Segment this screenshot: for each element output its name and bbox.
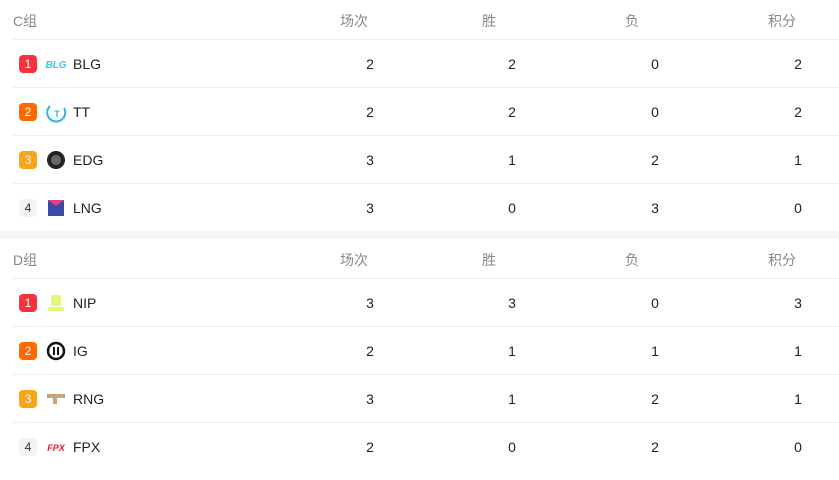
ig-logo	[44, 339, 68, 363]
column-header: 积分	[768, 252, 796, 268]
wins: 0	[508, 439, 516, 455]
points: 2	[794, 104, 802, 120]
blg-logo: BLG	[44, 52, 68, 76]
losses: 0	[651, 104, 659, 120]
wins: 1	[508, 343, 516, 359]
wins: 0	[508, 200, 516, 216]
points: 1	[794, 391, 802, 407]
played: 2	[366, 104, 374, 120]
team-name[interactable]: RNG	[73, 391, 105, 407]
points: 3	[794, 295, 802, 311]
points: 0	[794, 439, 802, 455]
rank-badge: 1	[19, 294, 37, 312]
table-row[interactable]: 3 EDG 3 1 2 1	[13, 135, 839, 183]
svg-text:BLG: BLG	[45, 60, 66, 71]
team-name[interactable]: NIP	[73, 295, 97, 311]
wins: 1	[508, 391, 516, 407]
group-separator	[0, 231, 839, 239]
points: 1	[794, 152, 802, 168]
table-header: C组 场次 胜 负 积分	[0, 0, 839, 39]
table-row[interactable]: 4 LNG 3 0 3 0	[13, 183, 839, 231]
table-row[interactable]: 2 T TT 2 2 0 2	[13, 87, 839, 135]
played: 2	[366, 439, 374, 455]
team-name[interactable]: LNG	[73, 200, 102, 216]
group-name: C组	[13, 13, 38, 29]
wins: 1	[508, 152, 516, 168]
table-row[interactable]: 1 BLG BLG 2 2 0 2	[13, 39, 839, 87]
rank-badge: 3	[19, 151, 37, 169]
table-row[interactable]: 2 IG 2 1 1 1	[13, 326, 839, 374]
column-header: 场次	[340, 13, 368, 29]
svg-text:T: T	[54, 109, 60, 119]
team-name[interactable]: IG	[73, 343, 88, 359]
losses: 1	[651, 343, 659, 359]
rank-badge: 2	[19, 342, 37, 360]
rank-badge: 2	[19, 103, 37, 121]
played: 2	[366, 56, 374, 72]
rank-badge: 1	[19, 55, 37, 73]
played: 3	[366, 200, 374, 216]
group-name: D组	[13, 252, 38, 268]
column-header: 负	[625, 13, 639, 29]
played: 3	[366, 295, 374, 311]
lng-logo	[44, 196, 68, 220]
wins: 3	[508, 295, 516, 311]
group-table: D组 场次 胜 负 积分 1 NIP 3 3 0 3 2 IG 2 1 1 1 3 RN…	[0, 239, 839, 470]
wins: 2	[508, 104, 516, 120]
points: 1	[794, 343, 802, 359]
wins: 2	[508, 56, 516, 72]
edg-logo	[44, 148, 68, 172]
team-name[interactable]: TT	[73, 104, 91, 120]
nip-logo	[44, 291, 68, 315]
svg-text:FPX: FPX	[47, 443, 66, 453]
tt-logo: T	[44, 100, 68, 124]
group-table: C组 场次 胜 负 积分 1 BLG BLG 2 2 0 2 2 T TT 2 2 0 …	[0, 0, 839, 231]
column-header: 胜	[482, 252, 496, 268]
column-header: 胜	[482, 13, 496, 29]
losses: 2	[651, 391, 659, 407]
team-name[interactable]: BLG	[73, 56, 102, 72]
points: 2	[794, 56, 802, 72]
losses: 2	[651, 152, 659, 168]
played: 3	[366, 391, 374, 407]
team-name[interactable]: EDG	[73, 152, 104, 168]
table-row[interactable]: 1 NIP 3 3 0 3	[13, 278, 839, 326]
column-header: 负	[625, 252, 639, 268]
column-header: 积分	[768, 13, 796, 29]
played: 2	[366, 343, 374, 359]
column-header: 场次	[340, 252, 368, 268]
played: 3	[366, 152, 374, 168]
losses: 2	[651, 439, 659, 455]
team-name[interactable]: FPX	[73, 439, 101, 455]
rng-logo	[44, 387, 68, 411]
table-row[interactable]: 3 RNG 3 1 2 1	[13, 374, 839, 422]
rank-badge: 4	[19, 199, 37, 217]
standings: C组 场次胜负积分 1 BLG BLG 2 2 0 2 2 T TT 2 2 0 …	[0, 0, 839, 470]
rank-badge: 4	[19, 438, 37, 456]
losses: 0	[651, 56, 659, 72]
losses: 0	[651, 295, 659, 311]
rank-badge: 3	[19, 390, 37, 408]
losses: 3	[651, 200, 659, 216]
table-header: D组 场次 胜 负 积分	[0, 239, 839, 278]
table-row[interactable]: 4 FPX FPX 2 0 2 0	[13, 422, 839, 470]
points: 0	[794, 200, 802, 216]
fpx-logo: FPX	[44, 435, 68, 459]
